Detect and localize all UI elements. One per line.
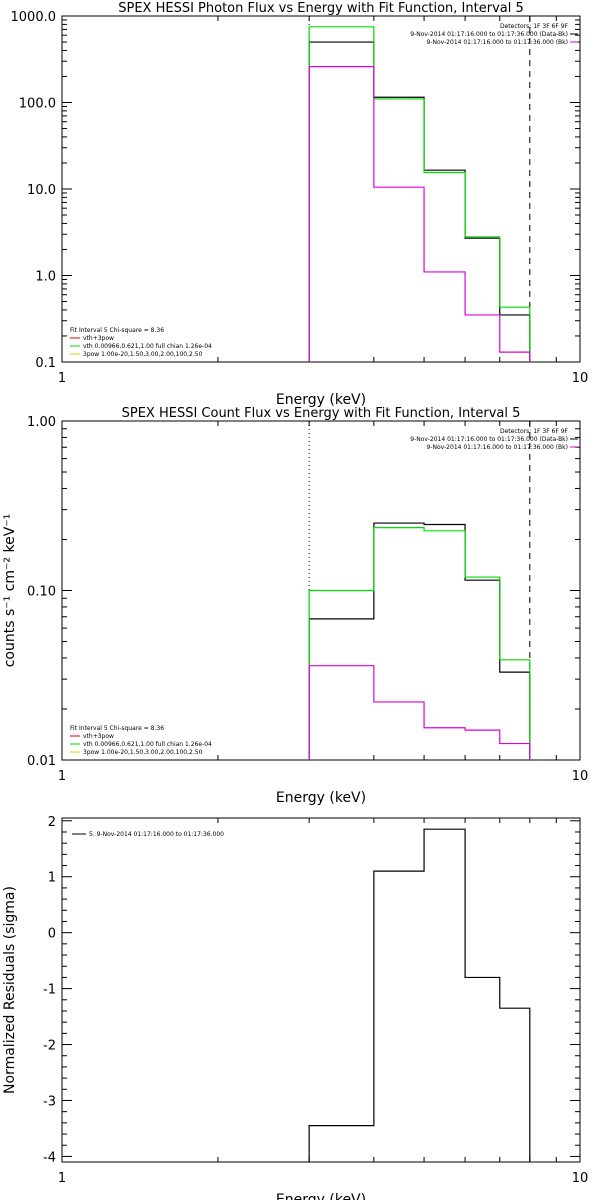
x-axis-label: Energy (keV) [276,790,366,806]
legend-entry: Detectors: 1F 3F 6F 9F [500,23,569,30]
y-tick-label: 100.0 [19,97,56,112]
histogram-series [308,522,531,760]
y-tick-label: -2 [43,1039,56,1054]
legend-entry: 5. 9-Nov-2014 01:17:16.000 to 01:17:36.0… [89,831,224,838]
y-tick-label: 0.10 [27,585,56,600]
x-tick-label: 1 [58,769,66,784]
x-axis-label: Energy (keV) [276,1192,366,1200]
y-tick-label: 0.1 [35,356,56,371]
y-tick-label: -4 [43,1150,56,1165]
plot-frame [61,15,581,363]
legend-entry: Fit Interval 5 Chi-square = 8.36 [70,327,164,334]
y-tick-label: 1.00 [27,415,56,430]
y-tick-label: 2 [48,815,56,830]
y-axis-label: counts s⁻¹ cm⁻² keV⁻¹ [2,514,18,668]
legend-entry: 3pow 1.00e-20,1.50,3.00,2.00,100,2.50 [83,749,203,756]
legend-entry: 3pow 1.00e-20,1.50,3.00,2.00,100,2.50 [83,351,203,358]
x-tick-label: 1 [58,371,66,386]
legend-entry: vth 0.00966,0.621,1.00 full chian 1.26e-… [83,343,212,350]
x-tick-label: 10 [572,769,589,784]
y-tick-label: -3 [43,1094,56,1109]
legend-entry: 9-Nov-2014 01:17:16.000 to 01:17:36.000 … [426,39,568,46]
plot-frame [61,817,581,1163]
legend-entry: vth+3pow [83,733,114,740]
x-tick-label: 10 [572,371,589,386]
y-tick-label: 1.0 [35,270,56,285]
legend-entry: Fit Interval 5 Chi-square = 8.36 [70,725,164,732]
legend-entry: 9-Nov-2014 01:17:16.000 to 01:17:36.000 … [426,444,568,451]
legend-entry: 9-Nov-2014 01:17:16.000 to 01:17:36.000 … [410,436,568,443]
histogram-series [308,41,531,362]
legend-entry: vth+3pow [83,335,114,342]
legend-entry: Detectors: 1F 3F 6F 9F [500,428,569,435]
histogram-series [308,26,531,362]
chart-title: SPEX HESSI Photon Flux vs Energy with Fi… [118,1,524,16]
histogram-series [308,665,531,760]
legend-entry: vth 0.00966,0.621,1.00 full chian 1.26e-… [83,741,212,748]
legend-entry: 9-Nov-2014 01:17:16.000 to 01:17:36.000 … [410,31,568,38]
x-tick-label: 10 [572,1171,589,1186]
y-tick-label: 10.0 [27,183,56,198]
chart-title: SPEX HESSI Count Flux vs Energy with Fit… [122,406,521,421]
y-tick-label: 1000.0 [11,10,57,25]
histogram-series [308,828,531,1162]
histogram-series [308,527,531,760]
x-axis-label: Energy (keV) [276,392,366,408]
y-tick-label: 0.01 [27,754,56,769]
y-tick-label: 1 [48,871,56,886]
y-tick-label: 0 [48,927,56,942]
histogram-series [308,66,531,362]
y-tick-label: -1 [43,983,56,998]
x-tick-label: 1 [58,1171,66,1186]
y-axis-label: Normalized Residuals (sigma) [2,886,18,1094]
